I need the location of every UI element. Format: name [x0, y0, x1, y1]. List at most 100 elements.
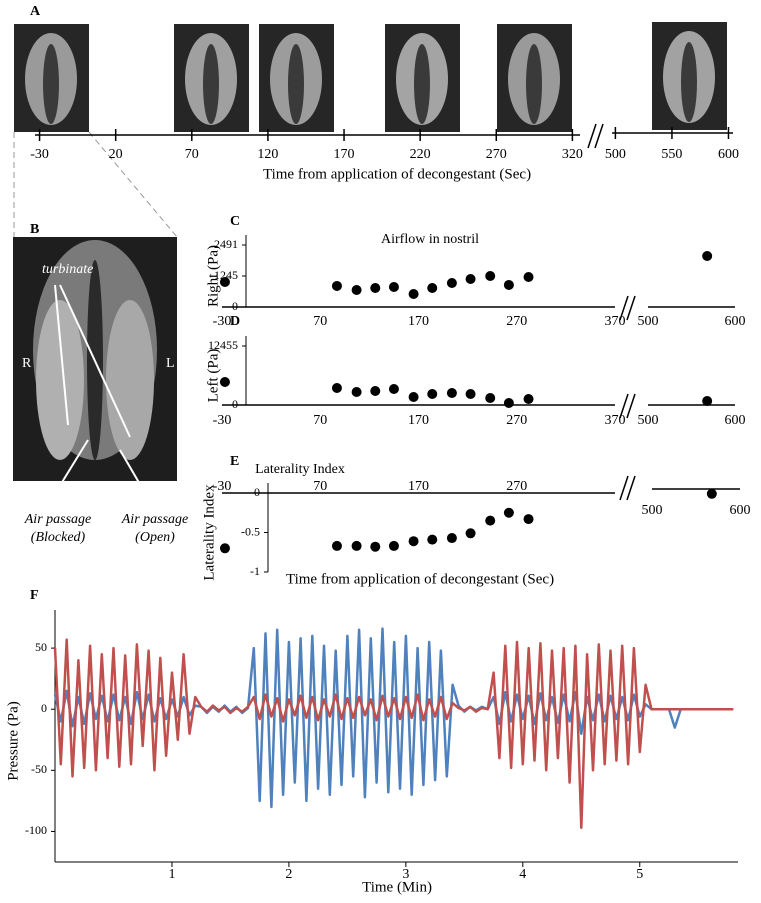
mri-zoom: [13, 237, 177, 506]
data-point: [427, 534, 438, 545]
x-tick-label: 320: [562, 147, 583, 162]
x-tick-label: 20: [109, 147, 123, 162]
x-tick-label: 2: [285, 867, 292, 882]
air-passage-label: Air passage: [121, 512, 189, 527]
data-point: [351, 387, 362, 398]
data-point: [351, 540, 362, 551]
x-tick-label: 3: [402, 867, 409, 882]
x-tick-label: 500: [638, 314, 659, 329]
x-tick-label: 370: [605, 314, 626, 329]
y-axis-label: Pressure (Pa): [5, 701, 21, 781]
data-point: [702, 396, 713, 407]
air-passage-label: (Blocked): [31, 530, 86, 545]
x-tick-label: 550: [661, 147, 682, 162]
data-point: [408, 288, 419, 299]
data-point: [219, 376, 230, 387]
data-point: [446, 277, 457, 288]
data-point: [523, 271, 534, 282]
data-point: [351, 285, 362, 296]
x-tick-label: 170: [408, 413, 429, 428]
y-tick-label: 2491: [214, 237, 238, 251]
x-tick-label: 120: [257, 147, 278, 162]
data-point: [427, 282, 438, 293]
axis-breaks: [587, 123, 636, 501]
data-point: [408, 536, 419, 547]
data-point: [465, 528, 476, 539]
x-tick-label: 600: [725, 413, 746, 428]
x-tick-label: 270: [486, 147, 507, 162]
y-tick-label: 12455: [208, 338, 238, 352]
x-tick-label: 270: [506, 479, 527, 494]
x-tick-label: 170: [334, 147, 355, 162]
data-point: [523, 393, 534, 404]
x-tick-label: 500: [642, 503, 663, 518]
y-tick-label: 0: [232, 299, 238, 313]
x-tick-label: -30: [30, 147, 49, 162]
data-point: [485, 271, 496, 282]
side-label: L: [166, 356, 175, 371]
x-tick-label: 5: [636, 867, 643, 882]
y-axis-label: Laterality Index: [201, 484, 217, 581]
data-point: [465, 273, 476, 284]
y-tick-label: -1: [250, 564, 260, 578]
data-point: [503, 398, 514, 409]
data-point: [370, 386, 381, 397]
chart-title: Airflow in nostril: [381, 232, 479, 247]
x-tick-label: 1: [168, 867, 175, 882]
data-point: [427, 389, 438, 400]
data-point: [408, 391, 419, 402]
panel-label: A: [30, 4, 41, 19]
x-tick-label: 70: [185, 147, 199, 162]
data-point: [523, 514, 534, 525]
air-passage-label: Air passage: [24, 512, 92, 527]
x-tick-label: -30: [213, 479, 232, 494]
x-axis-label: Time (Min): [362, 879, 432, 895]
turbinate-label: turbinate: [42, 262, 93, 277]
y-axis-label: Right (Pa): [205, 245, 221, 307]
x-tick-label: 70: [313, 479, 327, 494]
air-passage-label: (Open): [135, 530, 175, 545]
zoom-line: [88, 131, 178, 238]
data-point: [503, 279, 514, 290]
y-tick-label: 0: [254, 485, 260, 499]
chart-title: Laterality Index: [255, 462, 345, 477]
panel-label: F: [30, 588, 39, 603]
data-point: [503, 507, 514, 518]
y-tick-label: -0.5: [241, 524, 260, 538]
data-point: [706, 488, 717, 499]
data-point: [485, 515, 496, 526]
data-point: [465, 389, 476, 400]
y-tick-label: 0: [232, 397, 238, 411]
x-tick-label: 70: [313, 314, 327, 329]
x-tick-label: -30: [213, 413, 232, 428]
data-point: [219, 276, 230, 287]
x-tick-label: 500: [605, 147, 626, 162]
side-label: R: [22, 356, 32, 371]
data-point: [219, 543, 230, 554]
x-tick-label: 500: [638, 413, 659, 428]
data-point: [370, 282, 381, 293]
y-tick-label: 0: [41, 701, 47, 715]
x-tick-label: -30: [213, 314, 232, 329]
x-tick-label: 70: [313, 413, 327, 428]
data-point: [446, 388, 457, 399]
panel-label: E: [230, 454, 239, 469]
y-tick-label: -100: [25, 823, 47, 837]
data-point: [331, 382, 342, 393]
data-point: [446, 533, 457, 544]
data-point: [331, 280, 342, 291]
x-tick-label: 170: [408, 479, 429, 494]
x-tick-label: 600: [725, 314, 746, 329]
x-axis-label: Time from application of decongestant (S…: [263, 166, 531, 182]
x-tick-label: 170: [408, 314, 429, 329]
panel-label: B: [30, 222, 39, 237]
y-tick-label: 50: [35, 640, 47, 654]
x-tick-label: 600: [730, 503, 751, 518]
data-point: [331, 540, 342, 551]
x-tick-label: 270: [506, 314, 527, 329]
data-point: [370, 541, 381, 552]
x-tick-label: 270: [506, 413, 527, 428]
panel-label: C: [230, 214, 240, 229]
x-tick-label: 220: [410, 147, 431, 162]
